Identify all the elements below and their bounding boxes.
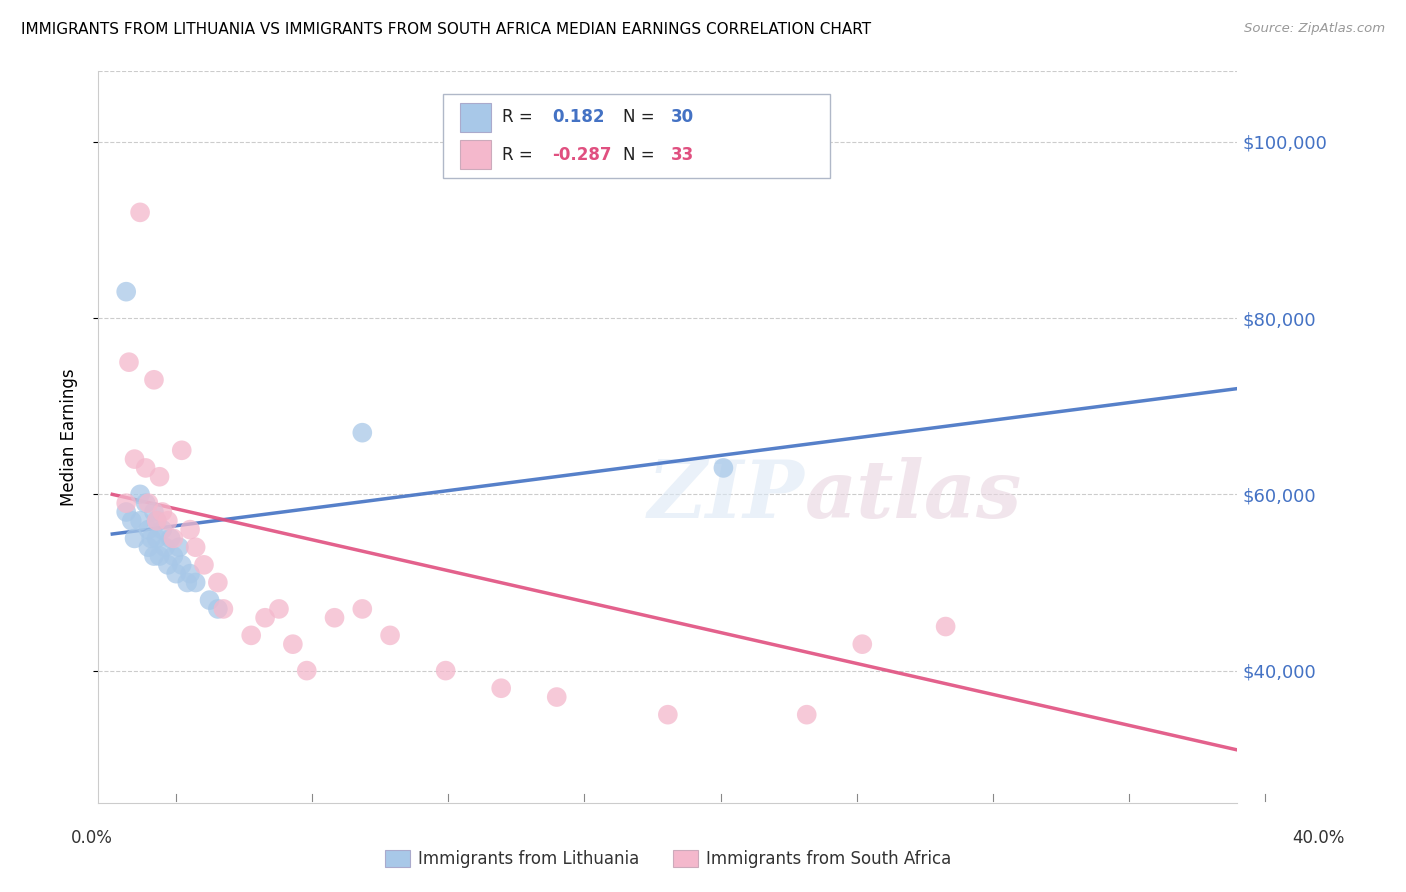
Point	[156, 514, 179, 528]
Text: atlas: atlas	[804, 457, 1022, 534]
Point	[124, 452, 146, 467]
Point	[281, 637, 304, 651]
Point	[138, 540, 160, 554]
Point	[115, 496, 138, 510]
Point	[546, 690, 568, 704]
Point	[713, 461, 735, 475]
Point	[378, 628, 401, 642]
Point	[135, 496, 157, 510]
Text: 40.0%: 40.0%	[1292, 829, 1346, 847]
Point	[129, 205, 152, 219]
Point	[489, 681, 512, 696]
Point	[115, 285, 138, 299]
Point	[170, 558, 193, 572]
Point	[179, 523, 201, 537]
Point	[434, 664, 457, 678]
Point	[141, 532, 163, 546]
Point	[193, 558, 215, 572]
Point	[352, 425, 374, 440]
Point	[148, 469, 170, 483]
Point	[138, 523, 160, 537]
Point	[240, 628, 263, 642]
Text: N =: N =	[623, 145, 659, 163]
Text: N =: N =	[623, 109, 659, 127]
Point	[167, 540, 190, 554]
Point	[118, 355, 141, 369]
Point	[148, 549, 170, 563]
Point	[184, 575, 207, 590]
Point	[156, 558, 179, 572]
Text: 33: 33	[671, 145, 695, 163]
Point	[129, 514, 152, 528]
Point	[138, 496, 160, 510]
Point	[207, 575, 229, 590]
Point	[124, 532, 146, 546]
Text: R =: R =	[502, 109, 538, 127]
Point	[153, 540, 176, 554]
Point	[143, 373, 166, 387]
Point	[159, 532, 181, 546]
Point	[150, 505, 173, 519]
Text: 0.0%: 0.0%	[70, 829, 112, 847]
Point	[295, 664, 318, 678]
Point	[796, 707, 818, 722]
Point	[165, 566, 187, 581]
Point	[162, 549, 184, 563]
Point	[135, 461, 157, 475]
Text: Source: ZipAtlas.com: Source: ZipAtlas.com	[1244, 22, 1385, 36]
Text: -0.287: -0.287	[553, 145, 612, 163]
Point	[184, 540, 207, 554]
Point	[115, 505, 138, 519]
Point	[143, 505, 166, 519]
Y-axis label: Median Earnings: Median Earnings	[59, 368, 77, 506]
Point	[657, 707, 679, 722]
Text: 30: 30	[671, 109, 693, 127]
Point	[935, 619, 957, 633]
Point	[254, 611, 277, 625]
Legend: Immigrants from Lithuania, Immigrants from South Africa: Immigrants from Lithuania, Immigrants fr…	[378, 844, 957, 875]
Point	[179, 566, 201, 581]
Text: IMMIGRANTS FROM LITHUANIA VS IMMIGRANTS FROM SOUTH AFRICA MEDIAN EARNINGS CORREL: IMMIGRANTS FROM LITHUANIA VS IMMIGRANTS …	[21, 22, 872, 37]
Text: R =: R =	[502, 145, 538, 163]
Text: 0.182: 0.182	[553, 109, 605, 127]
Point	[207, 602, 229, 616]
Point	[267, 602, 290, 616]
Point	[851, 637, 873, 651]
Point	[145, 514, 167, 528]
Point	[143, 549, 166, 563]
Point	[198, 593, 221, 607]
Point	[150, 523, 173, 537]
Point	[352, 602, 374, 616]
Point	[176, 575, 198, 590]
Point	[145, 514, 167, 528]
Text: ZIP: ZIP	[648, 457, 804, 534]
Point	[170, 443, 193, 458]
Point	[121, 514, 143, 528]
Point	[129, 487, 152, 501]
Point	[162, 532, 184, 546]
Point	[323, 611, 346, 625]
Point	[145, 532, 167, 546]
Point	[212, 602, 235, 616]
